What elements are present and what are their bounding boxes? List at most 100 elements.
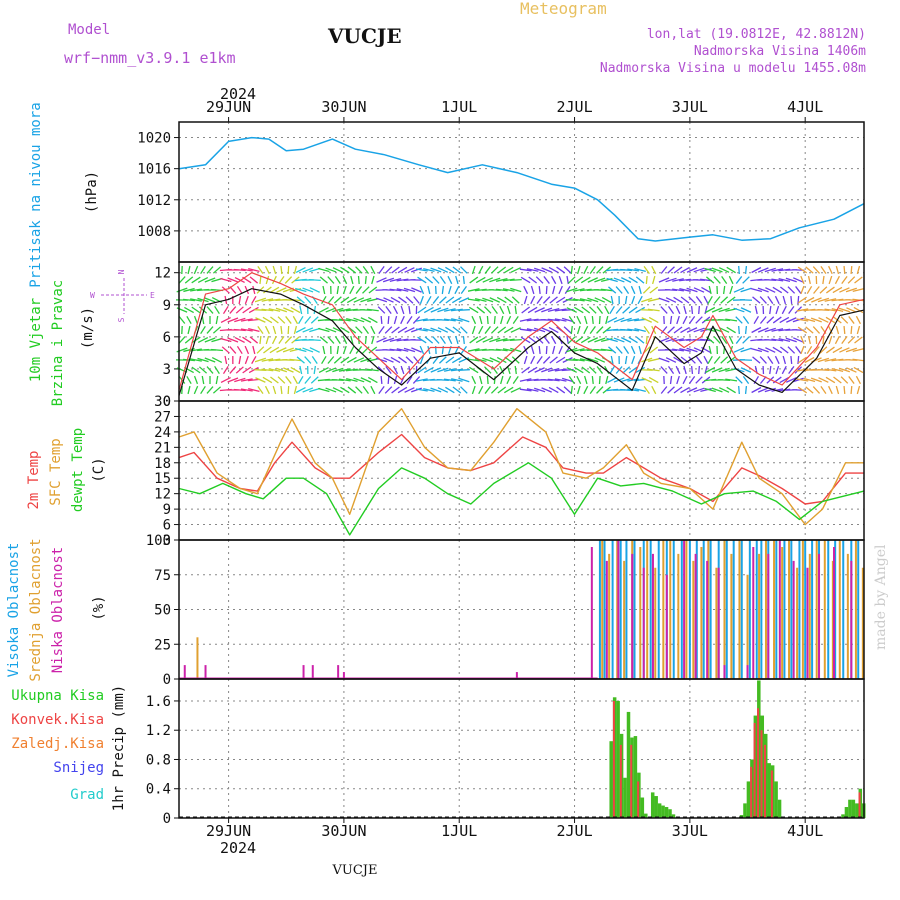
wind-arrow xyxy=(588,306,597,314)
wind-arrow xyxy=(439,336,446,344)
wind-arrow xyxy=(201,315,205,325)
wind-arrow xyxy=(423,387,435,393)
wind-arrow xyxy=(240,268,253,272)
wind-arrow xyxy=(695,296,703,304)
wind-arrow xyxy=(206,306,214,314)
wind-arrow xyxy=(785,337,797,343)
wind-arrow xyxy=(248,387,260,393)
wind-arrow xyxy=(408,305,411,315)
wind-arrow xyxy=(325,327,337,333)
wind-arrow xyxy=(224,355,228,365)
bottom-date-label: 4JUL xyxy=(787,822,823,840)
wind-arrow xyxy=(378,266,385,274)
wind-arrow xyxy=(327,276,335,284)
wind-arrow xyxy=(378,326,385,334)
wind-arrow xyxy=(607,376,618,384)
bottom-date-label: 3JUL xyxy=(672,822,708,840)
wind-arrow xyxy=(347,266,357,274)
wind-arrow xyxy=(538,285,541,295)
wind-arrow xyxy=(707,355,713,365)
wind-arrow xyxy=(757,347,769,353)
wind-arrow xyxy=(215,315,219,325)
wind-arrow xyxy=(238,355,242,365)
wind-arrow xyxy=(293,265,298,275)
wind-arrow xyxy=(471,375,477,385)
wind-arrow xyxy=(460,266,468,274)
wind-arrow xyxy=(568,316,575,324)
wind-arrow xyxy=(193,375,199,385)
wind-arrow xyxy=(371,275,375,285)
wind-arrow xyxy=(558,345,563,355)
wind-arrow xyxy=(443,378,456,382)
wind-arrow xyxy=(550,335,557,345)
bottom-date-label: 30JUN xyxy=(321,822,366,840)
compass-e: E xyxy=(150,291,155,300)
wind-arrow xyxy=(338,318,351,322)
wind-arrow xyxy=(283,307,294,313)
wind-arrow xyxy=(198,306,208,314)
wind-arrow xyxy=(627,268,640,272)
wind-arrow xyxy=(227,317,239,323)
wind-arrow xyxy=(471,385,476,395)
wind-arrow xyxy=(469,276,479,284)
precip-total-bar xyxy=(623,777,627,818)
wind-arrow xyxy=(686,327,698,333)
wind-arrow xyxy=(233,268,246,272)
wind-arrow xyxy=(261,368,274,372)
wind-arrow xyxy=(757,267,769,273)
wind-arrow xyxy=(628,336,638,344)
wind-arrow xyxy=(489,277,501,283)
wind-arrow xyxy=(437,307,449,313)
wind-arrow xyxy=(634,267,646,273)
wind-arrow xyxy=(247,378,260,382)
precip-total-bar xyxy=(640,797,645,818)
panel-frame xyxy=(178,121,865,263)
wind-arrow xyxy=(389,278,402,282)
wind-arrow xyxy=(439,276,446,284)
wind-arrow xyxy=(201,375,205,385)
wind-arrow xyxy=(495,338,508,342)
model-name: wrf−nmm_v3.9.1 e1km xyxy=(64,49,236,67)
wind-arrow xyxy=(824,358,837,362)
top-date-label: 2JUL xyxy=(556,98,592,116)
wind-arrow xyxy=(215,375,219,385)
wind-arrow xyxy=(742,336,750,344)
wind-arrow xyxy=(432,296,440,304)
wind-arrow xyxy=(647,298,660,302)
precip-conv-bar xyxy=(637,781,640,818)
wind-arrow xyxy=(787,346,796,354)
wind-arrow xyxy=(510,327,521,333)
wind-arrow xyxy=(839,347,850,353)
wind-arrow xyxy=(484,366,492,374)
wind-arrow xyxy=(455,275,459,285)
wind-arrow xyxy=(364,335,367,345)
wind-ylabel-1: 10m Vjetar xyxy=(28,298,44,382)
wind-arrow xyxy=(424,276,434,284)
wind-arrow xyxy=(628,276,638,284)
wind-arrow xyxy=(252,345,256,355)
wind-arrow xyxy=(613,277,625,283)
wind-arrow xyxy=(362,266,370,274)
wind-arrow xyxy=(235,366,244,374)
wind-arrow xyxy=(191,306,201,314)
wind-arrow xyxy=(430,267,442,273)
wind-arrow xyxy=(843,385,846,395)
wind-arrow xyxy=(313,365,317,375)
wind-arrow xyxy=(725,378,738,382)
wind-arrow xyxy=(502,278,515,282)
precip-total-bar xyxy=(650,792,655,818)
wind-arrow xyxy=(764,278,777,282)
wind-arrow xyxy=(370,385,376,395)
wind-arrow xyxy=(855,315,862,325)
wind-arrow xyxy=(284,336,293,344)
wind-arrow xyxy=(249,276,259,284)
wind-arrow xyxy=(404,387,415,393)
wind-arrow xyxy=(184,306,194,314)
wind-arrow xyxy=(321,355,327,365)
wind-arrow xyxy=(400,305,405,315)
wind-arrow xyxy=(519,318,532,322)
wind-arrow xyxy=(642,286,651,294)
sfc-temp-line xyxy=(178,408,864,526)
wind-arrow xyxy=(506,375,512,385)
wind-arrow xyxy=(405,296,414,304)
